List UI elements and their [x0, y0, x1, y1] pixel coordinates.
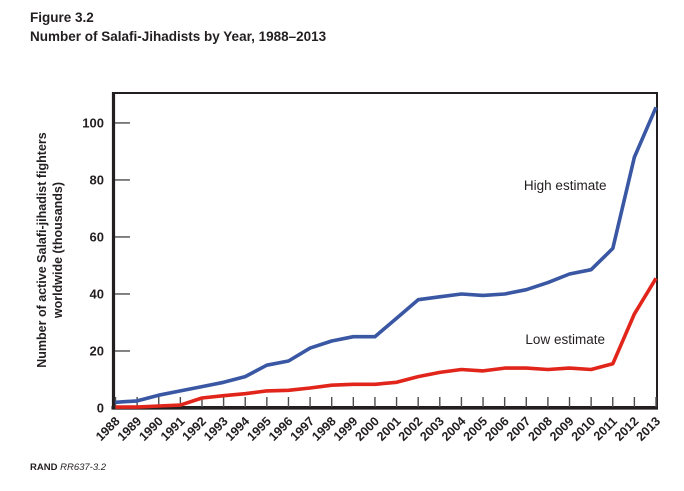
y-tick-label: 100	[82, 115, 104, 130]
figure-label: Figure 3.2	[30, 10, 94, 25]
source-line: RAND RR637-3.2	[30, 462, 106, 473]
y-tick-label: 80	[90, 172, 104, 187]
y-tick-label: 0	[97, 401, 104, 416]
source-doc-id: RR637-3.2	[60, 462, 107, 473]
source-rand: RAND	[30, 462, 58, 473]
plot-frame	[111, 92, 658, 410]
y-axis-ticks: 0 20 40 60 80 100	[82, 115, 130, 416]
low-estimate-line	[115, 277, 658, 409]
y-tick-label: 40	[90, 286, 104, 301]
y-tick-label: 60	[90, 229, 104, 244]
x-tick-label: 2011	[591, 414, 620, 443]
low-estimate-label: Low estimate	[525, 332, 605, 347]
x-tick-label: 2013	[634, 414, 664, 444]
figure-title-block: Figure 3.2 Number of Salafi-Jihadists by…	[30, 8, 326, 46]
high-estimate-line	[115, 106, 658, 405]
y-tick-label: 20	[90, 343, 104, 358]
high-estimate-label: High estimate	[524, 178, 607, 193]
figure-title: Number of Salafi-Jihadists by Year, 1988…	[30, 29, 327, 44]
